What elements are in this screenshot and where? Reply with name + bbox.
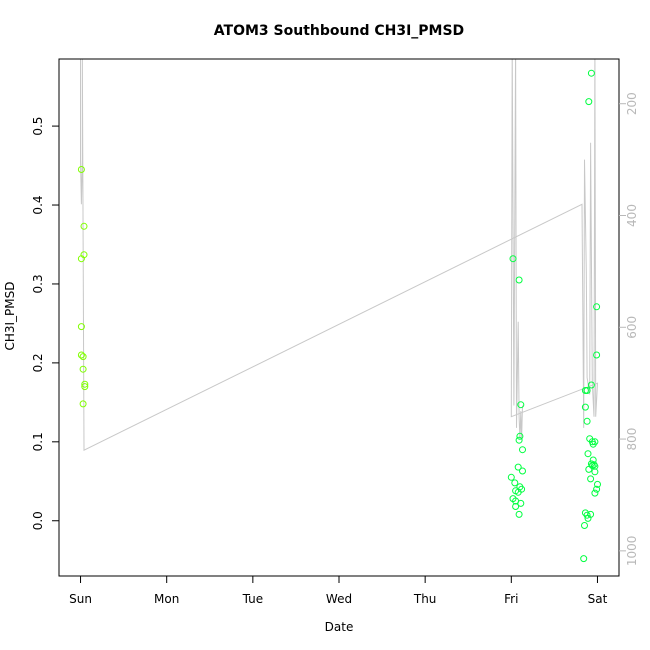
data-point (584, 514, 592, 522)
pressure-line (80, 59, 599, 452)
data-point (517, 499, 525, 507)
data-point (587, 381, 595, 389)
plot-frame (58, 58, 620, 577)
data-point (512, 503, 520, 510)
data-point (580, 555, 588, 563)
chart-title: ATOM3 Southbound CH3I_PMSD (214, 23, 464, 39)
x-tick-label: Mon (154, 592, 179, 606)
y-tick-label: 0.5 (31, 117, 45, 136)
data-point (79, 400, 87, 408)
data-point (515, 276, 523, 284)
x-tick-label: Tue (242, 592, 264, 606)
x-tick-label: Thu (413, 592, 437, 606)
x-tick-label: Sun (69, 592, 92, 606)
data-point (583, 387, 591, 394)
data-point (81, 383, 89, 391)
data-point (517, 401, 525, 409)
data-point (593, 303, 601, 311)
data-point (519, 467, 526, 475)
y-tick-label: 0.2 (31, 353, 45, 372)
data-point (514, 488, 522, 496)
plot-area (77, 59, 601, 563)
data-point (581, 522, 588, 529)
data-point (581, 403, 589, 411)
data-point (514, 463, 522, 471)
y2-tick-label: 200 (625, 92, 639, 115)
data-point (591, 468, 599, 476)
data-point (593, 351, 601, 359)
data-point (77, 351, 85, 359)
x-tick-label: Fri (504, 592, 518, 606)
x-tick-label: Wed (326, 592, 352, 606)
data-point (515, 510, 523, 518)
data-point (594, 480, 601, 488)
y2-tick-label: 1000 (625, 536, 639, 567)
data-point (584, 450, 592, 458)
data-point (81, 380, 89, 388)
data-point (593, 485, 601, 493)
data-point (583, 417, 591, 425)
y-axis-label: CH3I_PMSD (3, 281, 17, 350)
data-point (585, 465, 593, 473)
data-point (589, 440, 597, 448)
data-point (516, 432, 524, 440)
data-point (591, 489, 599, 497)
data-point (585, 98, 593, 106)
data-point (519, 446, 526, 454)
data-point (77, 323, 85, 331)
data-point (80, 222, 88, 230)
axes: Sun Mon Tue Wed Thu Fri Sat 0.0 0.1 0.2 0.3 0.4 0.5 2… (31, 92, 639, 606)
data-point (79, 353, 87, 361)
data-point (79, 365, 87, 373)
data-point (509, 255, 517, 263)
data-point (511, 479, 519, 487)
y2-tick-label: 600 (625, 316, 639, 339)
x-tick-label: Sat (588, 592, 608, 606)
data-point (587, 69, 595, 77)
data-point (583, 511, 591, 519)
y2-tick-label: 800 (625, 428, 639, 451)
y-tick-label: 0.1 (31, 432, 45, 451)
data-point (587, 475, 595, 483)
data-point (80, 251, 88, 259)
y-tick-label: 0.4 (31, 195, 45, 214)
y-tick-label: 0.3 (31, 274, 45, 293)
y2-tick-label: 400 (625, 204, 639, 227)
x-axis-label: Date (325, 620, 354, 634)
data-point (515, 436, 523, 444)
data-point (507, 473, 515, 481)
y-tick-label: 0.0 (31, 511, 45, 530)
data-point (77, 166, 85, 173)
